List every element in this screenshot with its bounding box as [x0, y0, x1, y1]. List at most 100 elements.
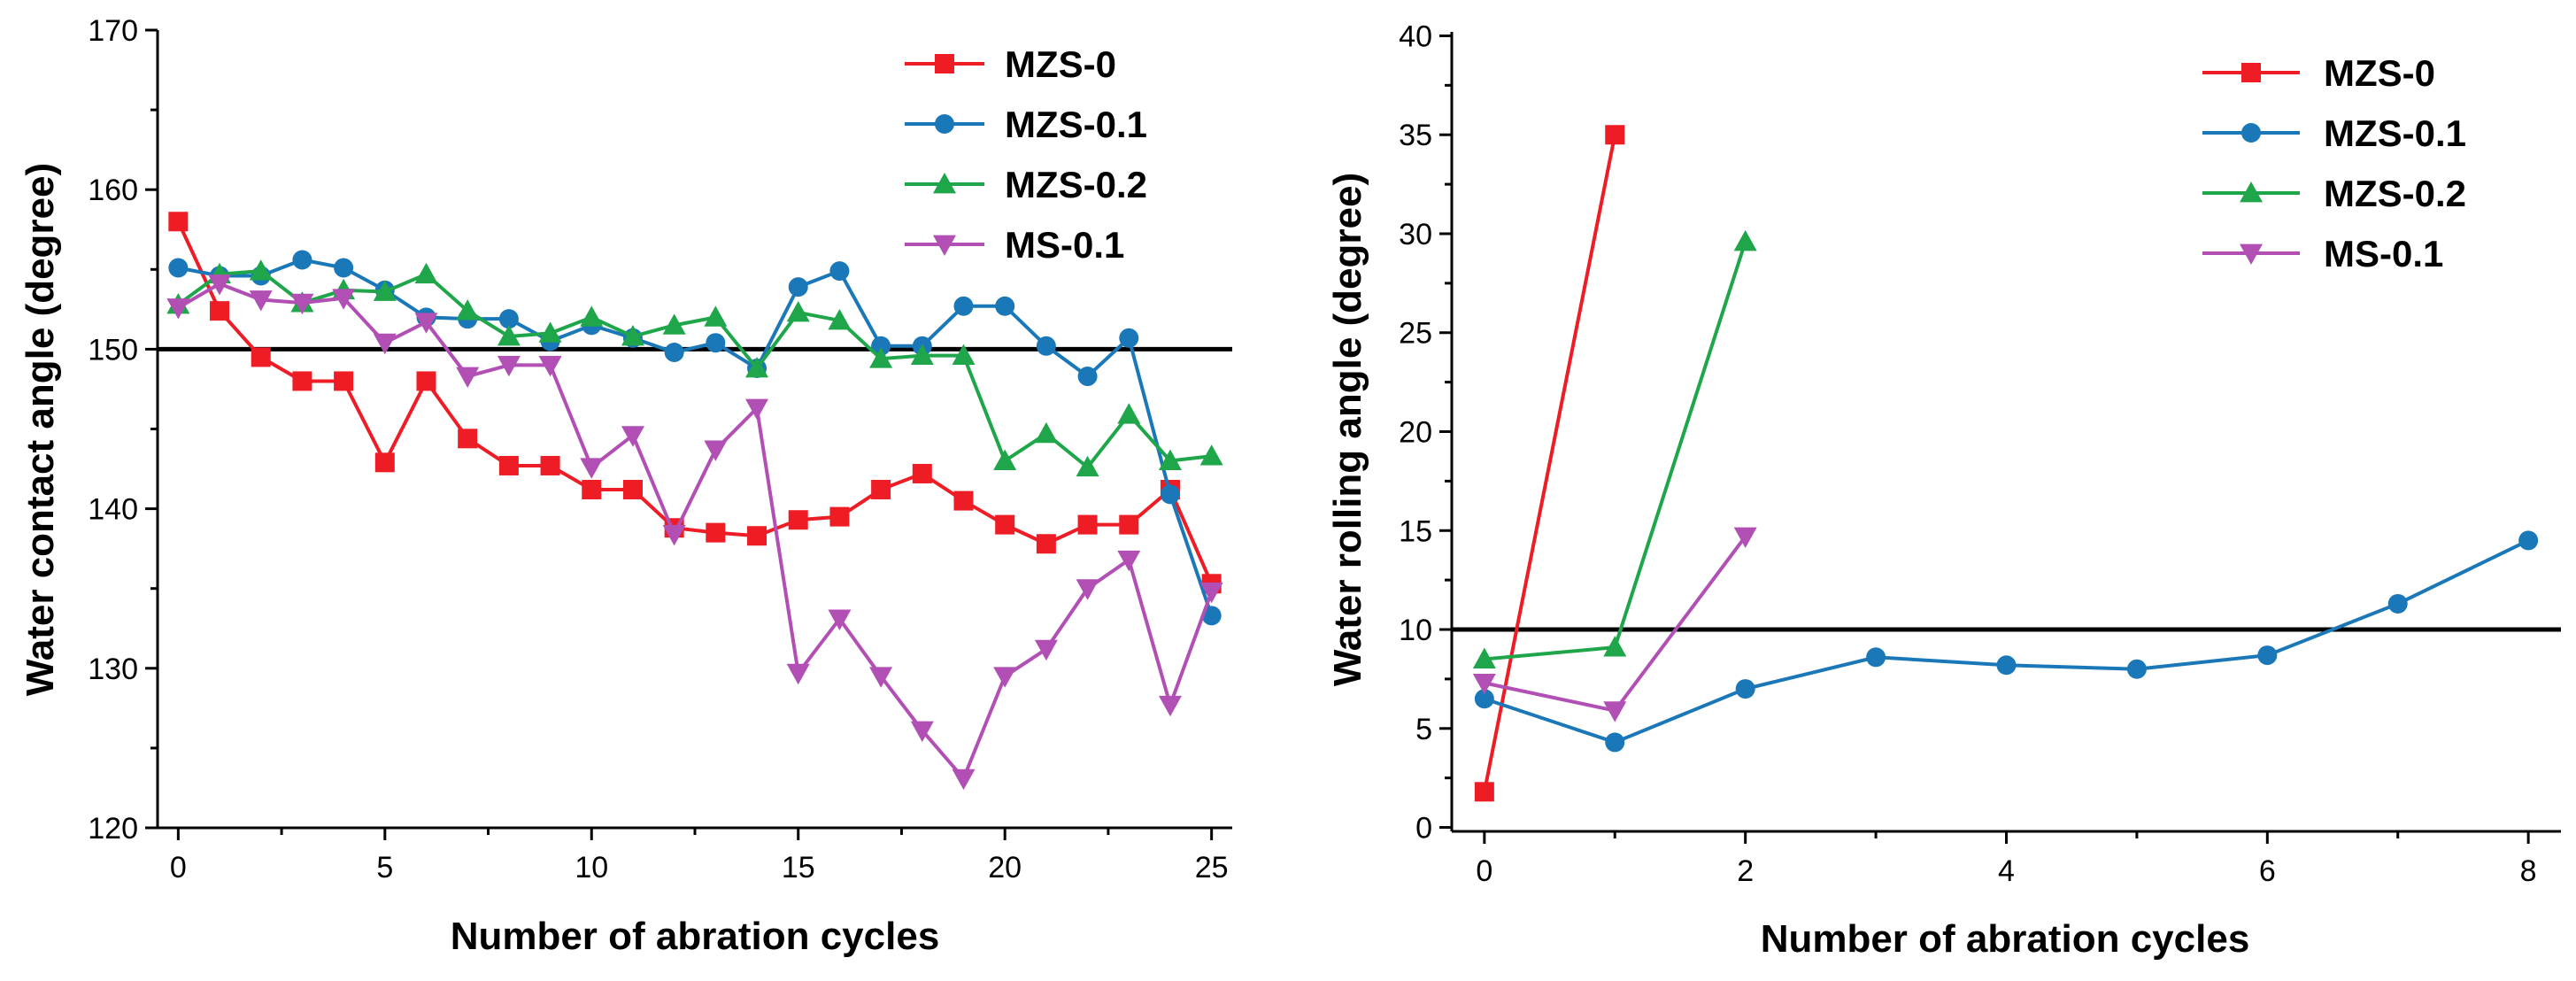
data-point [1735, 679, 1755, 699]
legend-marker [933, 173, 956, 194]
data-point [829, 261, 850, 282]
y-tick-label: 35 [1399, 119, 1432, 152]
y-tick-label: 25 [1399, 317, 1432, 351]
data-point [2257, 645, 2278, 666]
data-point [458, 429, 478, 449]
data-point [1605, 732, 1625, 753]
series-mzs-0-1 [1474, 530, 2539, 753]
data-point [910, 721, 934, 743]
data-point [871, 336, 891, 356]
data-point [456, 299, 480, 321]
legend-label: MZS-0.2 [1005, 164, 1147, 205]
data-point [621, 426, 644, 447]
y-tick-label: 40 [1399, 19, 1432, 53]
data-point [414, 262, 438, 284]
data-point [210, 301, 230, 321]
y-tick-label: 150 [88, 333, 138, 367]
data-point [993, 449, 1017, 470]
legend-label: MZS-0.2 [2324, 173, 2466, 214]
y-tick-label: 160 [88, 174, 138, 207]
legend-label: MZS-0.1 [1005, 104, 1147, 145]
data-point [1472, 647, 1496, 668]
legend-marker [933, 235, 956, 256]
data-point [1158, 449, 1182, 470]
data-point [2518, 530, 2539, 551]
legend-marker [935, 114, 954, 134]
data-point [1199, 582, 1223, 604]
data-point [1119, 514, 1139, 535]
legend-item-mzs-0-1: MZS-0.1 [905, 104, 1147, 145]
x-tick-label: 0 [170, 851, 187, 884]
legend-item-ms-0-1: MS-0.1 [2202, 233, 2443, 274]
y-tick-label: 170 [88, 14, 138, 48]
data-point [416, 371, 436, 391]
data-point [334, 371, 354, 391]
data-point [952, 769, 976, 791]
x-tick-label: 2 [1737, 854, 1754, 888]
y-tick-label: 5 [1415, 713, 1432, 746]
data-point [1036, 336, 1056, 356]
y-axis-title: Water contact angle (degree) [19, 163, 62, 696]
data-point [251, 347, 271, 367]
data-point [456, 367, 480, 389]
data-point [249, 259, 273, 281]
data-point [869, 667, 893, 688]
data-point [1119, 328, 1139, 348]
legend-label: MS-0.1 [1005, 224, 1124, 266]
data-point [869, 347, 893, 368]
data-point [414, 313, 438, 334]
y-tick-label: 15 [1399, 514, 1432, 548]
data-point [1605, 125, 1625, 145]
legend-item-mzs-0: MZS-0 [905, 43, 1116, 85]
data-point [249, 290, 273, 312]
data-point [706, 522, 726, 543]
data-point [373, 333, 397, 355]
data-point [828, 308, 852, 330]
legend-label: MZS-0 [2324, 52, 2435, 94]
data-point [373, 280, 397, 301]
data-point [1603, 636, 1627, 657]
series-line [1484, 535, 1747, 713]
chart-water-rolling-angle: 0 2 4 6 8 0 5 10 15 20 25 30 35 40 MZS-0 MZS-0.1 MZS-0.2… [1326, 19, 2561, 961]
data-point [995, 514, 1015, 535]
data-point [1733, 527, 1757, 548]
series-ms-0-1 [166, 274, 1223, 791]
x-tick-label: 10 [575, 851, 608, 884]
legend-marker [2240, 182, 2263, 203]
data-point [498, 309, 519, 329]
data-point [1076, 579, 1099, 600]
data-point [538, 356, 562, 377]
x-tick-label: 20 [988, 851, 1022, 884]
legend-marker [2241, 123, 2261, 143]
data-point [1077, 367, 1098, 387]
data-point [540, 455, 560, 475]
data-point [993, 667, 1017, 688]
data-point [497, 356, 521, 377]
data-point [168, 258, 189, 278]
data-point [1733, 229, 1757, 251]
data-point [829, 506, 850, 527]
data-point [622, 479, 643, 499]
data-point [497, 324, 521, 346]
data-point [2126, 659, 2147, 679]
legend-item-mzs-0-1: MZS-0.1 [2202, 112, 2466, 154]
data-point [1996, 655, 2017, 676]
data-point [290, 293, 314, 315]
series-ms-0-1 [1472, 527, 1757, 722]
series-mzs-0-2 [166, 259, 1223, 477]
data-point [1117, 403, 1141, 424]
data-point [953, 490, 974, 511]
data-point [662, 313, 686, 335]
data-point [871, 479, 891, 499]
series-mzs-0-1 [168, 250, 1222, 626]
data-point [332, 289, 356, 310]
data-point [1076, 455, 1099, 477]
legend-label: MS-0.1 [2324, 233, 2443, 274]
data-point [292, 371, 312, 391]
data-point [952, 344, 976, 366]
data-point [662, 525, 686, 546]
data-point [1117, 550, 1141, 572]
data-point [580, 305, 604, 327]
legend-marker [935, 54, 954, 73]
